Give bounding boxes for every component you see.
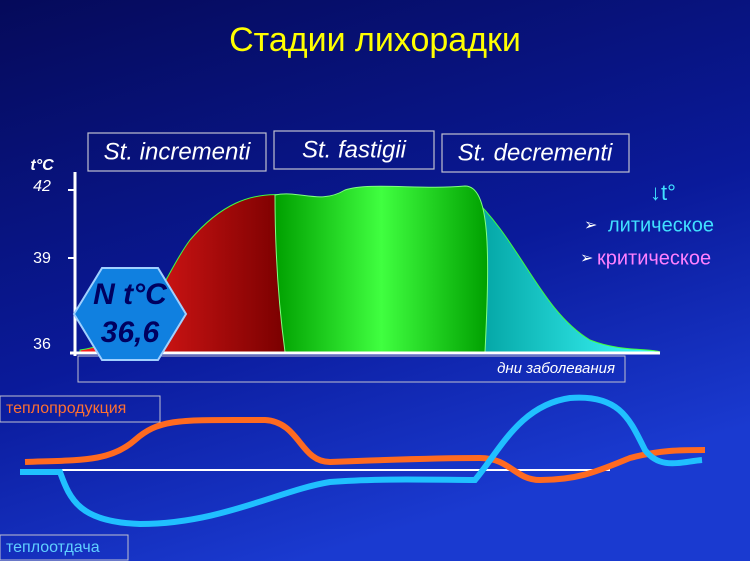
tick-label: 42 — [33, 178, 51, 195]
bullet: ➢ — [580, 250, 593, 267]
decrement-area — [469, 193, 661, 353]
axis-label: t°C — [30, 157, 54, 174]
stage: St. decrementi — [458, 139, 613, 166]
stage-boxes — [87, 130, 630, 173]
heat-production-curve — [24, 416, 706, 484]
loss-box — [0, 534, 129, 561]
x-label: дни заболевания — [497, 360, 615, 377]
stage: St. fastigii — [302, 136, 407, 163]
fastigium-area — [274, 185, 489, 353]
tick-label: 39 — [33, 250, 51, 267]
production-label: теплопродукция — [6, 400, 126, 417]
stage: St. incrementi — [104, 138, 251, 165]
normal-hexagon — [72, 267, 188, 361]
production-box — [0, 395, 161, 423]
decline-item: критическое — [597, 247, 711, 269]
heat-loss-curve — [20, 394, 703, 528]
normal-value: 36,6 — [101, 316, 160, 349]
x-label-box — [77, 355, 626, 383]
title: Стадии лихорадки — [229, 21, 521, 59]
decline-item: литическое — [608, 214, 714, 236]
decline-title: ↓t° — [650, 180, 676, 205]
normal-label: N t°C — [93, 278, 168, 311]
tick-label: 36 — [33, 336, 51, 353]
loss-label: теплоотдача — [6, 539, 100, 556]
bullet: ➢ — [584, 217, 597, 234]
